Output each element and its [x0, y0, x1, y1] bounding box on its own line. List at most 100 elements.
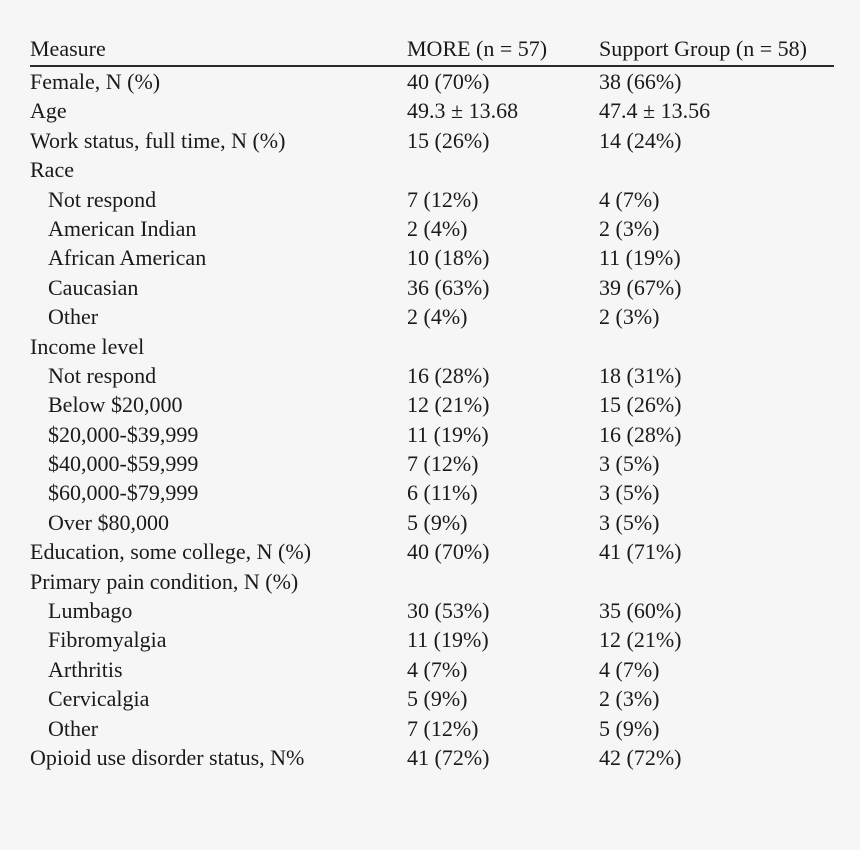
demographics-table: Measure MORE (n = 57) Support Group (n =…	[30, 30, 834, 772]
cell-support-value: 2 (3%)	[599, 304, 660, 330]
cell-support-value: 35 (60%)	[599, 598, 682, 624]
table-row: American Indian 2 (4%) 2 (3%)	[30, 214, 834, 243]
column-header-more-group: MORE (n = 57)	[407, 36, 548, 61]
column-header-measure: Measure	[30, 36, 106, 61]
row-label: Below $20,000	[48, 392, 183, 418]
table-row: Arthritis 4 (7%) 4 (7%)	[30, 655, 834, 684]
cell-support-value: 3 (5%)	[599, 451, 660, 477]
cell-more-value: 5 (9%)	[407, 686, 468, 712]
row-label: Caucasian	[48, 274, 139, 300]
table-row: Lumbago 30 (53%) 35 (60%)	[30, 596, 834, 625]
row-label: Other	[48, 715, 99, 741]
table-row: Other 2 (4%) 2 (3%)	[30, 302, 834, 331]
cell-support-value: 5 (9%)	[599, 715, 660, 741]
table-row: Education, some college, N (%) 40 (70%) …	[30, 537, 834, 566]
cell-more-value: 7 (12%)	[407, 186, 479, 212]
cell-more-value: 4 (7%)	[407, 656, 468, 682]
cell-support-value: 16 (28%)	[599, 421, 682, 447]
cell-more-value: 30 (53%)	[407, 598, 490, 624]
table-row: Opioid use disorder status, N% 41 (72%) …	[30, 743, 834, 772]
cell-support-value: 41 (71%)	[599, 539, 682, 565]
table-row: Primary pain condition, N (%)	[30, 567, 834, 596]
cell-more-value: 12 (21%)	[407, 392, 490, 418]
cell-more-value: 36 (63%)	[407, 274, 490, 300]
cell-support-value	[599, 567, 834, 596]
cell-more-value: 40 (70%)	[407, 69, 490, 94]
row-label: African American	[48, 245, 207, 271]
cell-support-value: 38 (66%)	[599, 69, 682, 94]
row-label: Over $80,000	[48, 509, 169, 535]
table-row: $20,000-$39,999 11 (19%) 16 (28%)	[30, 420, 834, 449]
cell-more-value: 16 (28%)	[407, 362, 490, 388]
table-row: $60,000-$79,999 6 (11%) 3 (5%)	[30, 478, 834, 507]
row-label: Opioid use disorder status, N%	[30, 744, 305, 770]
cell-support-value: 3 (5%)	[599, 480, 660, 506]
row-label: Work status, full time, N (%)	[30, 127, 286, 153]
cell-more-value: 2 (4%)	[407, 215, 468, 241]
cell-support-value: 39 (67%)	[599, 274, 682, 300]
cell-more-value: 7 (12%)	[407, 451, 479, 477]
row-label: Age	[30, 98, 67, 124]
cell-more-value: 49.3 ± 13.68	[407, 98, 519, 124]
cell-support-value: 4 (7%)	[599, 656, 660, 682]
table-row: Female, N (%) 40 (70%) 38 (66%)	[30, 67, 834, 96]
row-label: Arthritis	[48, 656, 123, 682]
row-label: Cervicalgia	[48, 686, 150, 712]
cell-support-value: 12 (21%)	[599, 627, 682, 653]
cell-more-value	[407, 567, 599, 596]
table-row: Age 49.3 ± 13.68 47.4 ± 13.56	[30, 96, 834, 125]
table-row: Not respond 7 (12%) 4 (7%)	[30, 185, 834, 214]
cell-support-value: 4 (7%)	[599, 186, 660, 212]
row-label: Not respond	[48, 362, 157, 388]
row-label: American Indian	[48, 215, 197, 241]
cell-support-value: 2 (3%)	[599, 215, 660, 241]
table-row: Below $20,000 12 (21%) 15 (26%)	[30, 390, 834, 419]
cell-support-value: 15 (26%)	[599, 392, 682, 418]
row-label: Fibromyalgia	[48, 627, 167, 653]
table-row: African American 10 (18%) 11 (19%)	[30, 243, 834, 272]
table-row: Over $80,000 5 (9%) 3 (5%)	[30, 508, 834, 537]
cell-more-value: 5 (9%)	[407, 509, 468, 535]
cell-more-value	[407, 155, 599, 184]
row-label: Lumbago	[48, 598, 133, 624]
cell-more-value: 11 (19%)	[407, 627, 489, 653]
cell-support-value: 2 (3%)	[599, 686, 660, 712]
cell-support-value: 47.4 ± 13.56	[599, 98, 711, 124]
table-row: Race	[30, 155, 834, 184]
cell-more-value: 2 (4%)	[407, 304, 468, 330]
row-label: Other	[48, 304, 99, 330]
row-label: Primary pain condition, N (%)	[30, 568, 299, 594]
row-label: Race	[30, 157, 74, 183]
cell-support-value	[599, 332, 834, 361]
table-header-row: Measure MORE (n = 57) Support Group (n =…	[30, 30, 834, 67]
cell-more-value	[407, 332, 599, 361]
table-row: Not respond 16 (28%) 18 (31%)	[30, 361, 834, 390]
cell-support-value: 42 (72%)	[599, 744, 682, 770]
table-row: Cervicalgia 5 (9%) 2 (3%)	[30, 684, 834, 713]
cell-more-value: 41 (72%)	[407, 744, 490, 770]
cell-more-value: 10 (18%)	[407, 245, 490, 271]
cell-support-value: 11 (19%)	[599, 245, 681, 271]
cell-support-value: 18 (31%)	[599, 362, 682, 388]
row-label: Not respond	[48, 186, 157, 212]
table-row: Income level	[30, 332, 834, 361]
cell-more-value: 15 (26%)	[407, 127, 490, 153]
row-label: Income level	[30, 333, 145, 359]
cell-support-value: 3 (5%)	[599, 509, 660, 535]
table-row: Caucasian 36 (63%) 39 (67%)	[30, 273, 834, 302]
cell-more-value: 40 (70%)	[407, 539, 490, 565]
column-header-support-group: Support Group (n = 58)	[599, 36, 807, 61]
cell-support-value	[599, 155, 834, 184]
cell-support-value: 14 (24%)	[599, 127, 682, 153]
cell-more-value: 11 (19%)	[407, 421, 489, 447]
table-body: Female, N (%) 40 (70%) 38 (66%) Age 49.3…	[30, 67, 834, 772]
table-row: Other 7 (12%) 5 (9%)	[30, 714, 834, 743]
row-label: $20,000-$39,999	[48, 421, 199, 447]
table-row: Fibromyalgia 11 (19%) 12 (21%)	[30, 625, 834, 654]
row-label: $60,000-$79,999	[48, 480, 199, 506]
cell-more-value: 6 (11%)	[407, 480, 478, 506]
cell-more-value: 7 (12%)	[407, 715, 479, 741]
row-label: Education, some college, N (%)	[30, 539, 312, 565]
row-label: Female, N (%)	[30, 69, 161, 94]
row-label: $40,000-$59,999	[48, 451, 199, 477]
